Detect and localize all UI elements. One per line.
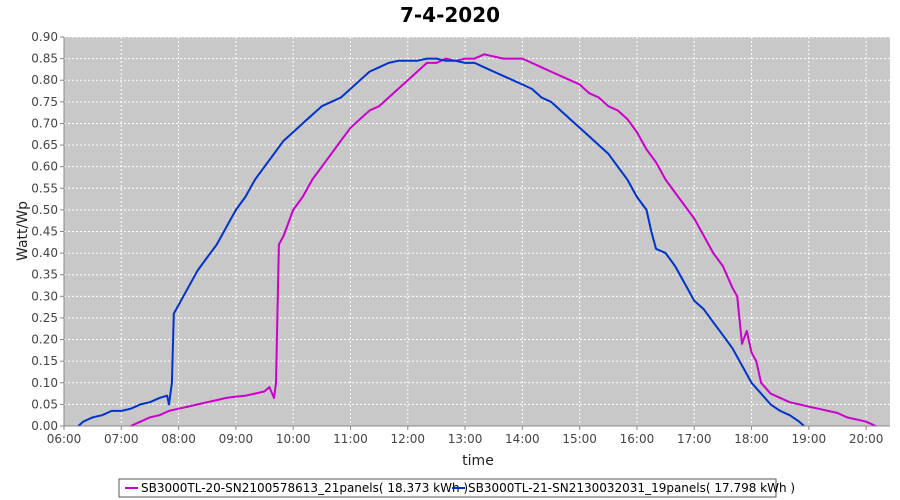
x-tick-label: 16:00: [620, 432, 655, 446]
y-tick-label: 0.35: [31, 268, 58, 282]
y-tick-label: 0.70: [31, 116, 58, 130]
x-tick-label: 19:00: [792, 432, 827, 446]
series-line-1: [130, 53, 877, 427]
legend-label-series-1: SB3000TL-20-SN2100578613_21panels( 18.37…: [141, 481, 468, 495]
y-tick-label: 0.85: [31, 52, 58, 66]
y-tick-label: 0.75: [31, 95, 58, 109]
x-tick-label: 20:00: [849, 432, 884, 446]
y-tick-label: 0.60: [31, 160, 58, 174]
y-tick-label: 0.80: [31, 73, 58, 87]
x-ticks: 06:00 07:00 08:00 09:00 10:00 11:00 12:00 13:00…: [47, 426, 884, 446]
grid: [63, 36, 890, 426]
y-tick-label: 0.90: [31, 30, 58, 44]
y-tick-label: 0.30: [31, 289, 58, 303]
y-tick-label: 0.55: [31, 181, 58, 195]
x-tick-label: 15:00: [562, 432, 597, 446]
y-tick-label: 0.25: [31, 311, 58, 325]
y-tick-label: 0.05: [31, 397, 58, 411]
y-tick-label: 0.20: [31, 333, 58, 347]
series-line-2: [77, 57, 805, 427]
x-tick-label: 18:00: [734, 432, 769, 446]
y-tick-label: 0.15: [31, 354, 58, 368]
y-tick-label: 0.00: [31, 419, 58, 433]
y-tick-label: 0.40: [31, 246, 58, 260]
x-axis-label: time: [462, 453, 494, 469]
y-tick-label: 0.45: [31, 225, 58, 239]
legend-box: [118, 478, 777, 498]
legend-label-series-2: SB3000TL-21-SN2130032031_19panels( 17.79…: [468, 481, 795, 495]
x-tick-label: 13:00: [448, 432, 483, 446]
y-axis-label: Watt/Wp: [15, 201, 31, 261]
x-tick-label: 08:00: [161, 432, 196, 446]
x-tick-label: 17:00: [677, 432, 712, 446]
y-ticks: 0.00 0.05 0.10 0.15 0.20 0.25 0.30 0.35 0.40 0.45…: [31, 30, 64, 433]
x-tick-label: 06:00: [47, 432, 82, 446]
y-tick-label: 0.10: [31, 376, 58, 390]
x-tick-label: 12:00: [390, 432, 425, 446]
x-tick-label: 09:00: [219, 432, 254, 446]
y-tick-label: 0.50: [31, 203, 58, 217]
x-tick-label: 11:00: [333, 432, 368, 446]
legend: SB3000TL-20-SN2100578613_21panels( 18.37…: [118, 478, 795, 498]
y-tick-label: 0.65: [31, 138, 58, 152]
chart-title: 7-4-2020: [400, 3, 500, 27]
x-tick-label: 10:00: [276, 432, 311, 446]
series-layer: [77, 53, 877, 427]
x-tick-label: 14:00: [505, 432, 540, 446]
x-tick-label: 07:00: [104, 432, 139, 446]
